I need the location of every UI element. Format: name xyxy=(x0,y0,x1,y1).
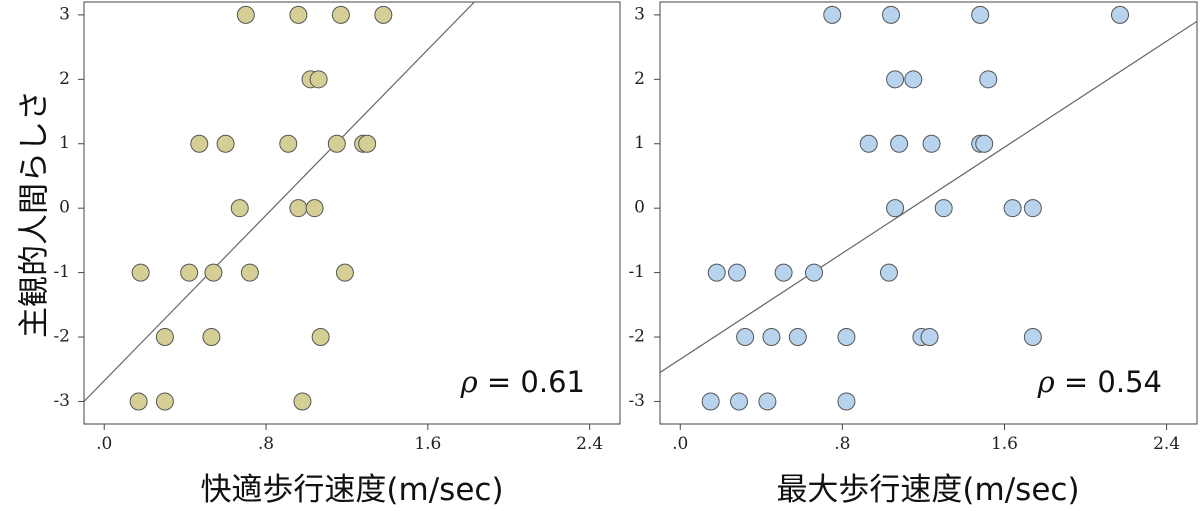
y-tick-label: 2 xyxy=(634,69,645,89)
y-tick-label: -3 xyxy=(53,391,70,411)
data-point xyxy=(180,263,199,282)
data-point xyxy=(904,70,923,89)
data-point xyxy=(762,328,781,347)
x-tick-label: 2.4 xyxy=(576,434,603,454)
data-point xyxy=(335,263,354,282)
x-tick-label: .0 xyxy=(96,434,112,454)
correlation-label: ρ = 0.54 xyxy=(1037,365,1162,399)
data-point xyxy=(216,134,235,153)
y-tick-label: 1 xyxy=(634,133,645,153)
data-point xyxy=(374,5,393,24)
data-point xyxy=(788,328,807,347)
trend-line xyxy=(84,2,475,402)
data-point xyxy=(289,5,308,24)
data-point xyxy=(975,134,994,153)
data-point xyxy=(701,392,720,411)
data-point xyxy=(204,263,223,282)
x-tick-label: 1.6 xyxy=(414,434,441,454)
data-point xyxy=(155,328,174,347)
data-point xyxy=(236,5,255,24)
data-point xyxy=(805,263,824,282)
data-point xyxy=(190,134,209,153)
data-point xyxy=(774,263,793,282)
scatter-panel-walking-speed: 3 2 1 0 -1 -2 -3 .0 .8 1.6 2.4 ρ = 0.61 快適歩行速度(m/sec… xyxy=(53,1,621,508)
data-point xyxy=(920,328,939,347)
data-point xyxy=(886,70,905,89)
y-tick-label: -3 xyxy=(628,391,645,411)
rho-symbol: ρ xyxy=(1037,365,1055,399)
plot-frame xyxy=(83,1,621,425)
data-point xyxy=(279,134,298,153)
data-point xyxy=(758,392,777,411)
y-tick-label: 2 xyxy=(59,69,70,89)
data-point xyxy=(837,392,856,411)
data-point xyxy=(311,328,330,347)
data-point xyxy=(202,328,221,347)
data-point xyxy=(823,5,842,24)
y-tick-label: -2 xyxy=(628,327,645,347)
x-tick-label: .8 xyxy=(834,434,850,454)
data-point xyxy=(886,199,905,218)
data-point xyxy=(293,392,312,411)
data-point xyxy=(358,134,377,153)
plot-frame xyxy=(659,1,1198,425)
scatter-panel-max-walking-speed: 3 2 1 0 -1 -2 -3 .0 .8 1.6 2.4 ρ = 0.54 最大歩行速度(m/sec… xyxy=(628,1,1198,508)
data-point xyxy=(728,263,747,282)
data-point xyxy=(230,199,249,218)
data-point xyxy=(736,328,755,347)
data-point xyxy=(971,5,990,24)
rho-symbol: ρ xyxy=(460,365,478,399)
correlation-value: = 0.54 xyxy=(1055,365,1162,399)
trend-line xyxy=(660,20,1197,373)
data-point xyxy=(1110,5,1129,24)
y-tick-label: 0 xyxy=(59,198,70,218)
data-point xyxy=(879,263,898,282)
data-point xyxy=(327,134,346,153)
data-point xyxy=(922,134,941,153)
y-tick-label: -1 xyxy=(628,262,645,282)
y-tick-label: 1 xyxy=(59,133,70,153)
y-tick-label: -1 xyxy=(53,262,70,282)
x-axis-title: 最大歩行速度(m/sec) xyxy=(776,472,1079,508)
data-point xyxy=(934,199,953,218)
data-point xyxy=(129,392,148,411)
x-tick-label: 1.6 xyxy=(991,434,1018,454)
data-point xyxy=(882,5,901,24)
data-point xyxy=(131,263,150,282)
correlation-label: ρ = 0.61 xyxy=(460,365,585,399)
correlation-value: = 0.61 xyxy=(478,365,585,399)
y-tick-label: 3 xyxy=(634,4,645,24)
data-point xyxy=(859,134,878,153)
y-tick-label: -2 xyxy=(53,327,70,347)
x-tick-label: .0 xyxy=(672,434,688,454)
data-point xyxy=(890,134,909,153)
data-point xyxy=(331,5,350,24)
data-point xyxy=(240,263,259,282)
y-axis-title: 主観的人間らしさ xyxy=(17,90,53,338)
data-point xyxy=(309,70,328,89)
x-tick-label: 2.4 xyxy=(1153,434,1180,454)
data-point xyxy=(305,199,324,218)
data-point xyxy=(289,199,308,218)
data-point xyxy=(155,392,174,411)
data-point xyxy=(979,70,998,89)
data-point xyxy=(1023,328,1042,347)
data-point xyxy=(1003,199,1022,218)
data-point xyxy=(837,328,856,347)
data-point xyxy=(1023,199,1042,218)
x-axis-title: 快適歩行速度(m/sec) xyxy=(200,472,503,508)
data-point xyxy=(730,392,749,411)
data-point xyxy=(707,263,726,282)
y-tick-label: 0 xyxy=(634,198,645,218)
x-tick-label: .8 xyxy=(258,434,274,454)
y-tick-label: 3 xyxy=(59,4,70,24)
